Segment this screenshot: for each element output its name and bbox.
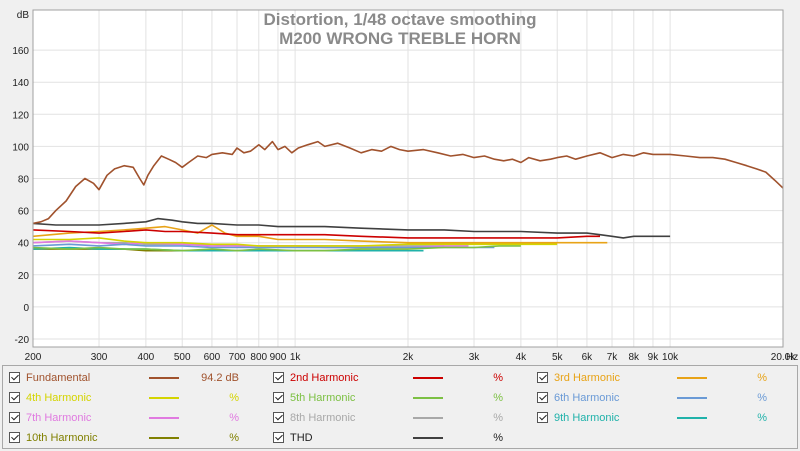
legend-item-9th-harmonic[interactable]: 9th Harmonic% xyxy=(537,409,787,427)
legend-swatch xyxy=(149,437,179,439)
legend-checkbox[interactable] xyxy=(9,392,20,403)
legend-swatch xyxy=(677,377,707,379)
legend-checkbox[interactable] xyxy=(9,372,20,383)
x-tick-label: 500 xyxy=(174,352,191,363)
legend-value: % xyxy=(229,412,239,424)
legend-checkbox[interactable] xyxy=(9,432,20,443)
chart-area: -20 0 20 40 60 80 100 120 140 160 dB 200 300 400 500 60… xyxy=(12,9,798,363)
legend-item-thd[interactable]: THD% xyxy=(273,429,523,447)
legend-checkbox[interactable] xyxy=(273,372,284,383)
chart-subtitle: M200 WRONG TREBLE HORN xyxy=(279,29,521,48)
legend-label: Fundamental xyxy=(26,372,91,384)
legend-value: 94.2 dB xyxy=(201,372,239,384)
legend-swatch xyxy=(149,417,179,419)
x-tick-label: 2k xyxy=(403,352,415,363)
x-tick-label: 600 xyxy=(204,352,221,363)
legend-value: % xyxy=(229,432,239,444)
x-tick-label: 200 xyxy=(25,352,42,363)
legend-item-10th-harmonic[interactable]: 10th Harmonic% xyxy=(9,429,259,447)
x-tick-label: 700 xyxy=(229,352,246,363)
legend: Fundamental 94.2 dB 2nd Harmonic% 3rd Harmo… xyxy=(2,365,798,449)
y-tick-label: 120 xyxy=(12,110,29,121)
legend-value: % xyxy=(757,392,767,404)
legend-value: % xyxy=(493,372,503,384)
x-tick-label: 400 xyxy=(138,352,155,363)
legend-swatch xyxy=(413,377,443,379)
series-3rd-harmonic xyxy=(32,224,608,244)
x-tick-label: 20.0k xyxy=(771,352,796,363)
legend-checkbox[interactable] xyxy=(537,412,548,423)
legend-checkbox[interactable] xyxy=(273,412,284,423)
x-tick-label: 8k xyxy=(628,352,640,363)
legend-item-8th-harmonic[interactable]: 8th Harmonic% xyxy=(273,409,523,427)
legend-item-3rd-harmonic[interactable]: 3rd Harmonic% xyxy=(537,369,787,387)
legend-item-2nd-harmonic[interactable]: 2nd Harmonic% xyxy=(273,369,523,387)
x-tick-label: 5k xyxy=(552,352,564,363)
legend-item-6th-harmonic[interactable]: 6th Harmonic% xyxy=(537,389,787,407)
legend-label: 8th Harmonic xyxy=(290,412,356,424)
legend-value: % xyxy=(493,432,503,444)
y-tick-label: 100 xyxy=(12,142,29,153)
legend-checkbox[interactable] xyxy=(273,392,284,403)
legend-value: % xyxy=(493,392,503,404)
legend-checkbox[interactable] xyxy=(537,392,548,403)
y-tick-label: 20 xyxy=(18,271,30,282)
y-tick-label: -20 xyxy=(15,335,30,346)
chart-title: Distortion, 1/48 octave smoothing xyxy=(263,10,537,29)
legend-item-5th-harmonic[interactable]: 5th Harmonic% xyxy=(273,389,523,407)
legend-value: % xyxy=(757,412,767,424)
legend-swatch xyxy=(677,417,707,419)
y-tick-label: 40 xyxy=(18,239,30,250)
x-tick-label: 4k xyxy=(516,352,528,363)
legend-checkbox[interactable] xyxy=(537,372,548,383)
legend-swatch xyxy=(413,397,443,399)
legend-label: 3rd Harmonic xyxy=(554,372,621,384)
y-tick-label: 60 xyxy=(18,207,30,218)
series-4th-harmonic xyxy=(33,237,558,247)
legend-checkbox[interactable] xyxy=(9,412,20,423)
legend-item-7th-harmonic[interactable]: 7th Harmonic% xyxy=(9,409,259,427)
y-tick-label: 80 xyxy=(18,175,30,186)
x-tick-label: 3k xyxy=(469,352,481,363)
legend-swatch xyxy=(413,417,443,419)
series-5th-harmonic xyxy=(32,245,521,252)
series-2nd-harmonic xyxy=(32,229,600,239)
x-axis-unit: Hz xyxy=(786,352,798,363)
legend-label: 2nd Harmonic xyxy=(290,372,359,384)
legend-swatch xyxy=(413,437,443,439)
x-tick-label: 9k xyxy=(648,352,660,363)
series-fundamental xyxy=(32,140,784,225)
legend-item-fundamental[interactable]: Fundamental 94.2 dB xyxy=(9,369,259,387)
x-tick-label: 900 xyxy=(270,352,287,363)
chart-svg: -20 0 20 40 60 80 100 120 140 160 dB 200 300 400 500 60… xyxy=(12,9,798,363)
x-tick-label: 6k xyxy=(582,352,594,363)
legend-label: THD xyxy=(290,432,313,444)
x-tick-label: 1k xyxy=(290,352,302,363)
legend-label: 6th Harmonic xyxy=(554,392,620,404)
y-tick-label: 160 xyxy=(12,46,29,57)
y-axis-label: dB xyxy=(17,10,30,21)
legend-item-4th-harmonic[interactable]: 4th Harmonic% xyxy=(9,389,259,407)
x-tick-label: 300 xyxy=(91,352,108,363)
series-thd xyxy=(32,217,671,239)
legend-label: 10th Harmonic xyxy=(26,432,98,444)
legend-swatch xyxy=(677,397,707,399)
legend-swatch xyxy=(149,377,179,379)
y-tick-label: 0 xyxy=(23,303,29,314)
legend-value: % xyxy=(493,412,503,424)
legend-label: 9th Harmonic xyxy=(554,412,620,424)
x-tick-label: 7k xyxy=(607,352,619,363)
legend-label: 5th Harmonic xyxy=(290,392,356,404)
legend-value: % xyxy=(757,372,767,384)
legend-label: 4th Harmonic xyxy=(26,392,92,404)
legend-swatch xyxy=(149,397,179,399)
x-tick-label: 800 xyxy=(250,352,267,363)
legend-label: 7th Harmonic xyxy=(26,412,92,424)
x-tick-label: 10k xyxy=(662,352,679,363)
legend-value: % xyxy=(229,392,239,404)
y-tick-label: 140 xyxy=(12,78,29,89)
plot-frame xyxy=(32,9,784,348)
legend-checkbox[interactable] xyxy=(273,432,284,443)
